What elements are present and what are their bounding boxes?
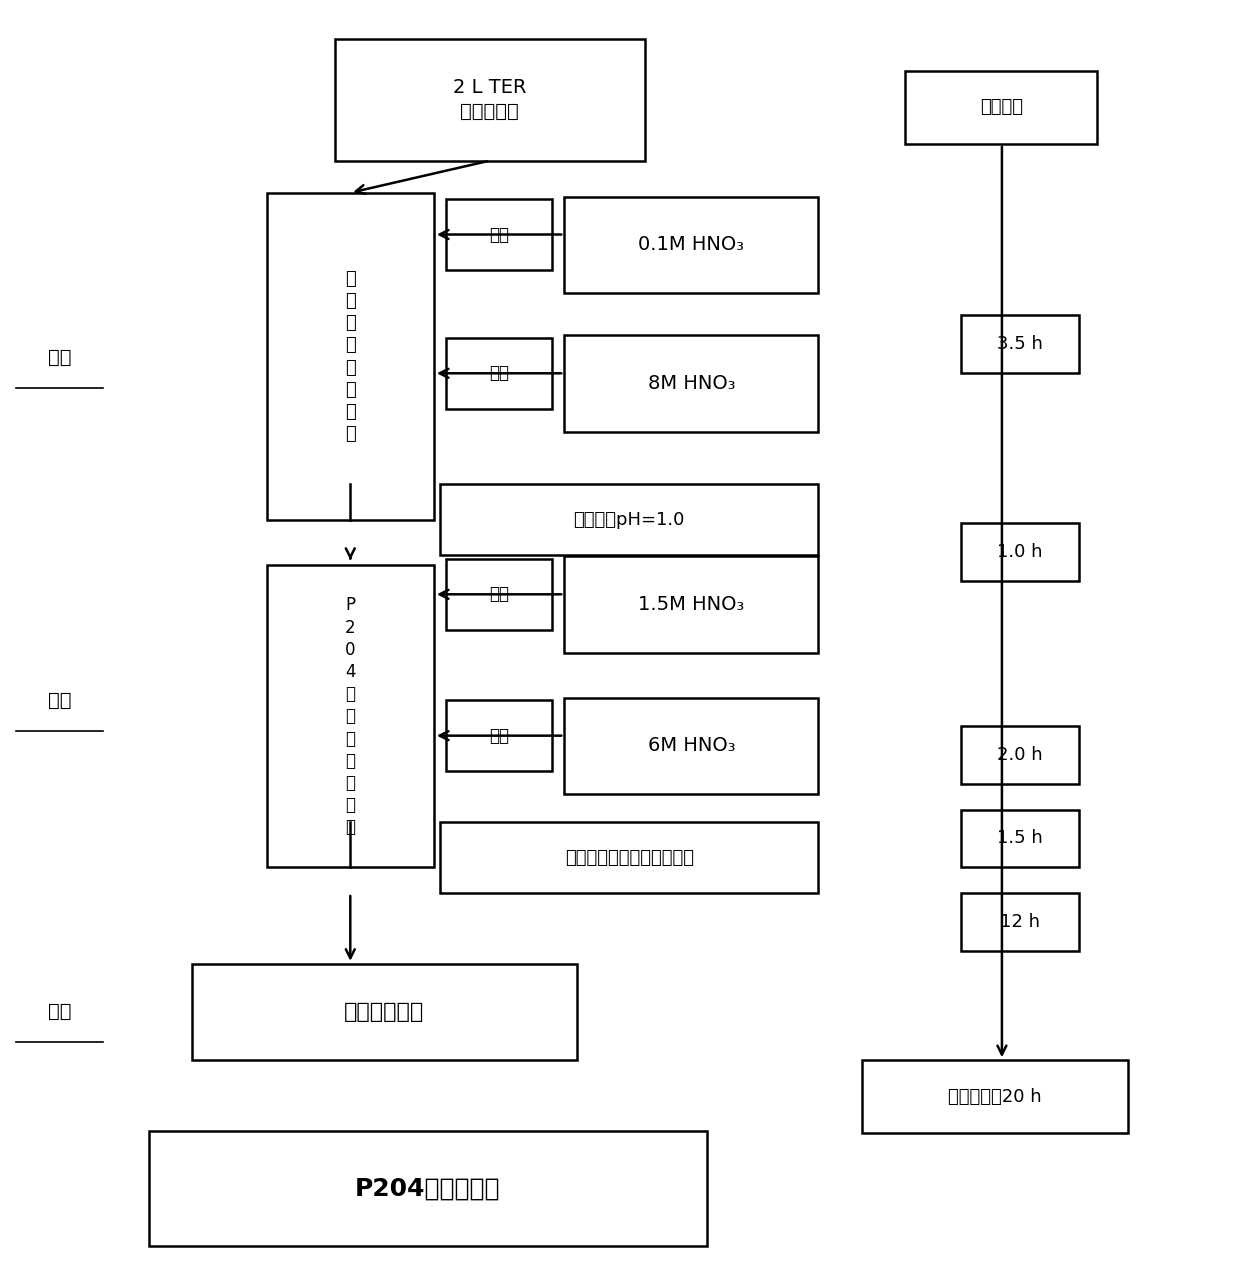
Text: 1.0 h: 1.0 h [997, 542, 1043, 562]
Text: 淋洗: 淋洗 [489, 225, 510, 244]
Text: 分离: 分离 [48, 691, 71, 709]
Text: 测量: 测量 [48, 1002, 71, 1020]
FancyBboxPatch shape [446, 700, 552, 771]
FancyBboxPatch shape [905, 71, 1097, 144]
Text: P
2
0
4
萃
淋
树
脂
色
层
柱: P 2 0 4 萃 淋 树 脂 色 层 柱 [345, 596, 356, 837]
FancyBboxPatch shape [149, 1131, 707, 1246]
FancyBboxPatch shape [961, 726, 1079, 784]
Text: 1.5M HNO₃: 1.5M HNO₃ [639, 595, 744, 614]
FancyBboxPatch shape [446, 559, 552, 630]
FancyBboxPatch shape [564, 556, 818, 653]
FancyBboxPatch shape [862, 1060, 1128, 1133]
Text: 洗脱: 洗脱 [489, 364, 510, 383]
FancyBboxPatch shape [440, 484, 818, 555]
FancyBboxPatch shape [564, 335, 818, 432]
Text: 2.0 h: 2.0 h [997, 745, 1043, 765]
FancyBboxPatch shape [564, 698, 818, 794]
FancyBboxPatch shape [961, 523, 1079, 581]
Text: 富集: 富集 [48, 348, 71, 366]
Text: P204树脂色层法: P204树脂色层法 [355, 1177, 501, 1200]
FancyBboxPatch shape [267, 565, 434, 867]
Text: 阳
离
子
交
换
色
层
柱: 阳 离 子 交 换 色 层 柱 [345, 270, 356, 443]
Text: 1.5 h: 1.5 h [997, 829, 1043, 848]
FancyBboxPatch shape [961, 810, 1079, 867]
Text: 蒸干，转移至低钾玻璃瓶中: 蒸干，转移至低钾玻璃瓶中 [564, 848, 694, 867]
FancyBboxPatch shape [335, 39, 645, 161]
Text: 共需时间：20 h: 共需时间：20 h [949, 1087, 1042, 1106]
FancyBboxPatch shape [961, 893, 1079, 951]
Text: 2 L TER
锶、钇载体: 2 L TER 锶、钇载体 [453, 78, 527, 121]
FancyBboxPatch shape [192, 964, 577, 1060]
Text: 0.1M HNO₃: 0.1M HNO₃ [639, 235, 744, 254]
Text: 所需时间: 所需时间 [980, 98, 1023, 117]
Text: 液闪计数测量: 液闪计数测量 [345, 1002, 424, 1022]
Text: 洗脱: 洗脱 [489, 726, 510, 745]
Text: 8M HNO₃: 8M HNO₃ [647, 374, 735, 393]
Text: 氨水调节pH=1.0: 氨水调节pH=1.0 [574, 510, 684, 529]
FancyBboxPatch shape [440, 822, 818, 893]
FancyBboxPatch shape [446, 338, 552, 409]
Text: 3.5 h: 3.5 h [997, 334, 1043, 353]
Text: 6M HNO₃: 6M HNO₃ [647, 736, 735, 756]
FancyBboxPatch shape [564, 197, 818, 293]
FancyBboxPatch shape [267, 193, 434, 520]
Text: 淋洗: 淋洗 [489, 585, 510, 604]
FancyBboxPatch shape [961, 315, 1079, 373]
Text: 12 h: 12 h [999, 912, 1040, 932]
FancyBboxPatch shape [446, 199, 552, 270]
